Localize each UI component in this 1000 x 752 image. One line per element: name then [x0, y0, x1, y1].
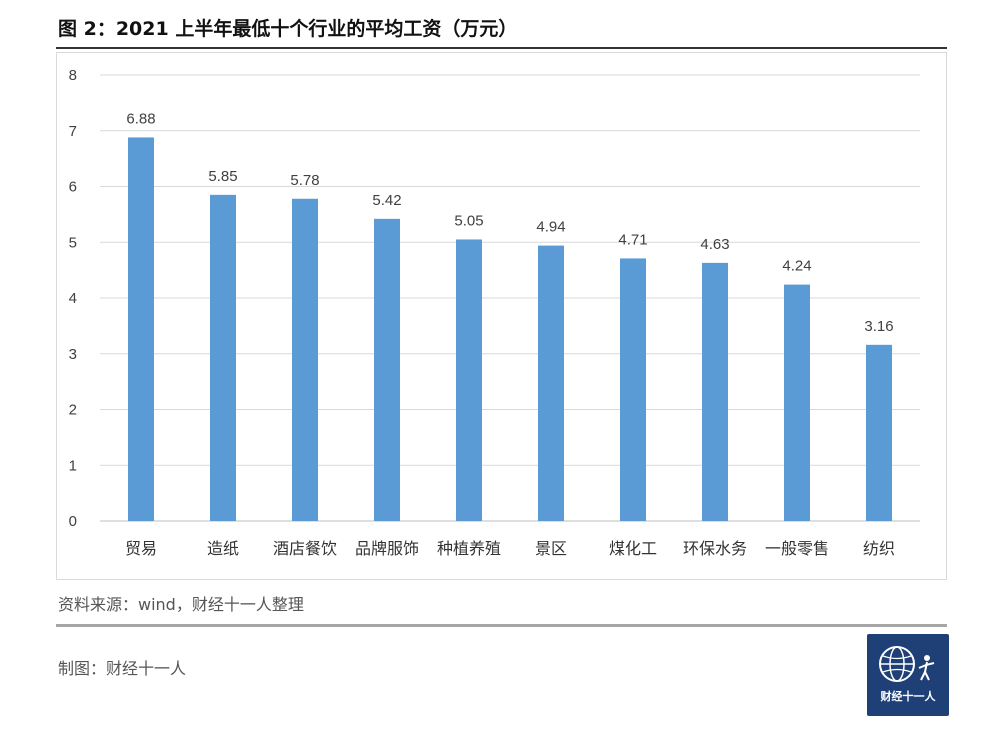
maker-note: 制图：财经十一人	[58, 659, 187, 678]
y-tick-label: 3	[69, 346, 77, 363]
data-label: 4.24	[782, 258, 811, 275]
data-label: 6.88	[126, 110, 155, 127]
bar-chart: 0 1 2 3 4 5 6 7 8 6.88 5.85 5.78 5.42 5.05 4.94 4.71 4.…	[69, 67, 920, 558]
x-axis-ticks: 贸易 造纸 酒店餐饮 品牌服饰 种植养殖 景区 煤化工 环保水务 一般零售 纺织	[125, 539, 895, 558]
bar	[210, 194, 236, 522]
footer-rule	[56, 624, 947, 627]
bar	[374, 218, 400, 521]
data-label: 5.05	[454, 212, 483, 229]
data-label: 4.94	[536, 219, 565, 236]
globe-figure-icon	[879, 646, 935, 682]
bars	[128, 137, 892, 522]
y-tick-label: 6	[69, 179, 77, 196]
source-note: 资料来源：wind，财经十一人整理	[58, 595, 304, 614]
bar	[128, 137, 154, 521]
x-tick-label: 景区	[535, 539, 567, 558]
x-tick-label: 煤化工	[609, 539, 657, 558]
y-tick-label: 5	[69, 234, 77, 251]
x-tick-label: 贸易	[125, 539, 157, 558]
logo-text: 财经十一人	[880, 690, 936, 703]
chart-title: 图 2：2021 上半年最低十个行业的平均工资（万元）	[58, 18, 518, 40]
data-label: 4.71	[618, 231, 647, 248]
gridlines	[100, 74, 920, 522]
y-tick-label: 1	[69, 457, 77, 474]
bar	[456, 239, 482, 521]
bar	[866, 344, 892, 521]
bar	[784, 284, 810, 521]
y-tick-label: 7	[69, 123, 77, 140]
chart-frame	[56, 52, 947, 580]
x-tick-label: 品牌服饰	[355, 539, 419, 558]
data-labels: 6.88 5.85 5.78 5.42 5.05 4.94 4.71 4.63 4.24 3.16	[126, 110, 893, 334]
data-label: 5.78	[290, 172, 319, 189]
x-tick-label: 种植养殖	[437, 539, 501, 558]
title-rule	[56, 47, 947, 49]
bar	[702, 262, 728, 521]
bar	[292, 198, 318, 521]
y-tick-label: 0	[69, 513, 77, 530]
y-tick-label: 8	[69, 67, 77, 84]
bar	[620, 258, 646, 521]
data-label: 4.63	[700, 236, 729, 253]
data-label: 5.42	[372, 192, 401, 209]
y-axis-ticks: 0 1 2 3 4 5 6 7 8	[69, 67, 77, 530]
x-tick-label: 造纸	[207, 539, 239, 558]
x-tick-label: 一般零售	[765, 539, 829, 558]
brand-logo: 财经十一人	[867, 634, 949, 716]
x-tick-label: 环保水务	[683, 539, 747, 558]
x-tick-label: 酒店餐饮	[273, 539, 337, 558]
y-tick-label: 2	[69, 402, 77, 419]
data-label: 3.16	[864, 318, 893, 335]
data-label: 5.85	[208, 168, 237, 185]
bar	[538, 245, 564, 521]
x-tick-label: 纺织	[863, 539, 895, 558]
y-tick-label: 4	[69, 290, 77, 307]
